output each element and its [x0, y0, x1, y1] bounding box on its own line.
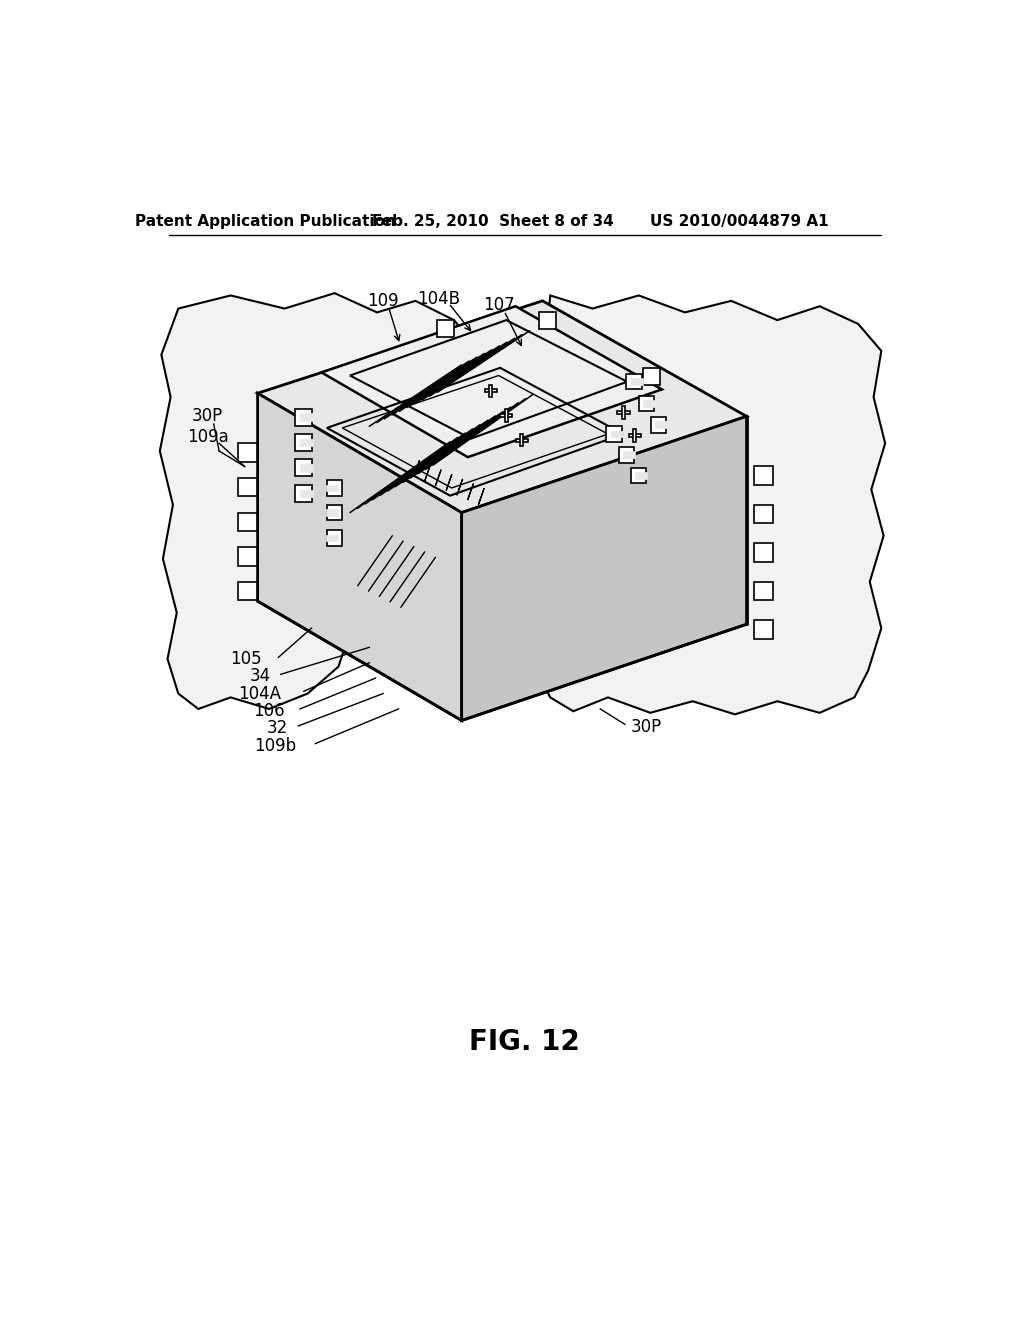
- Polygon shape: [300, 490, 313, 498]
- Polygon shape: [327, 531, 342, 545]
- Polygon shape: [327, 506, 342, 520]
- Polygon shape: [239, 478, 257, 496]
- Polygon shape: [655, 421, 668, 428]
- Text: 30P: 30P: [631, 718, 663, 735]
- Polygon shape: [300, 465, 313, 471]
- Polygon shape: [326, 510, 338, 516]
- Polygon shape: [755, 620, 773, 639]
- Polygon shape: [437, 321, 454, 337]
- Polygon shape: [500, 414, 512, 417]
- Polygon shape: [239, 582, 257, 601]
- Polygon shape: [651, 417, 667, 433]
- Polygon shape: [623, 451, 635, 458]
- Polygon shape: [484, 389, 497, 392]
- Polygon shape: [295, 484, 312, 502]
- Polygon shape: [239, 444, 257, 462]
- Text: 109b: 109b: [254, 737, 296, 755]
- Text: 104A: 104A: [238, 685, 281, 702]
- Polygon shape: [327, 480, 342, 496]
- Polygon shape: [617, 411, 630, 414]
- Text: FIG. 12: FIG. 12: [469, 1028, 581, 1056]
- Polygon shape: [258, 393, 462, 721]
- Text: US 2010/0044879 A1: US 2010/0044879 A1: [649, 214, 828, 230]
- Polygon shape: [622, 407, 625, 418]
- Polygon shape: [606, 426, 622, 442]
- Polygon shape: [322, 306, 662, 457]
- Polygon shape: [295, 459, 312, 477]
- Polygon shape: [610, 430, 623, 437]
- Polygon shape: [618, 447, 634, 462]
- Polygon shape: [326, 535, 338, 541]
- Polygon shape: [631, 469, 646, 483]
- Polygon shape: [635, 473, 647, 479]
- Polygon shape: [489, 385, 493, 397]
- Polygon shape: [531, 296, 885, 714]
- Polygon shape: [755, 544, 773, 562]
- Polygon shape: [295, 409, 312, 425]
- Text: 109a: 109a: [186, 428, 228, 446]
- Polygon shape: [505, 409, 508, 422]
- Polygon shape: [239, 548, 257, 566]
- Polygon shape: [755, 582, 773, 601]
- Polygon shape: [300, 438, 313, 446]
- Polygon shape: [629, 434, 641, 437]
- Text: 109: 109: [368, 292, 399, 310]
- Polygon shape: [239, 512, 257, 531]
- Polygon shape: [755, 466, 773, 484]
- Polygon shape: [515, 438, 528, 442]
- Text: 30P: 30P: [191, 408, 223, 425]
- Text: Patent Application Publication: Patent Application Publication: [135, 214, 395, 230]
- Polygon shape: [258, 301, 746, 512]
- Polygon shape: [639, 396, 654, 411]
- Text: 32: 32: [267, 719, 289, 737]
- Polygon shape: [755, 506, 773, 524]
- Text: 34: 34: [250, 667, 270, 685]
- Polygon shape: [539, 313, 556, 330]
- Text: 107: 107: [482, 296, 514, 314]
- Polygon shape: [627, 374, 642, 389]
- Polygon shape: [295, 434, 312, 451]
- Polygon shape: [520, 434, 523, 446]
- Text: 105: 105: [229, 649, 261, 668]
- Polygon shape: [300, 413, 313, 421]
- Text: Feb. 25, 2010  Sheet 8 of 34: Feb. 25, 2010 Sheet 8 of 34: [372, 214, 613, 230]
- Text: 104B: 104B: [417, 289, 460, 308]
- Polygon shape: [462, 416, 746, 721]
- Polygon shape: [643, 368, 659, 385]
- Polygon shape: [631, 379, 643, 385]
- Polygon shape: [643, 400, 655, 407]
- Polygon shape: [326, 484, 338, 491]
- Polygon shape: [634, 429, 637, 442]
- Text: 106: 106: [253, 702, 285, 721]
- Polygon shape: [160, 293, 473, 709]
